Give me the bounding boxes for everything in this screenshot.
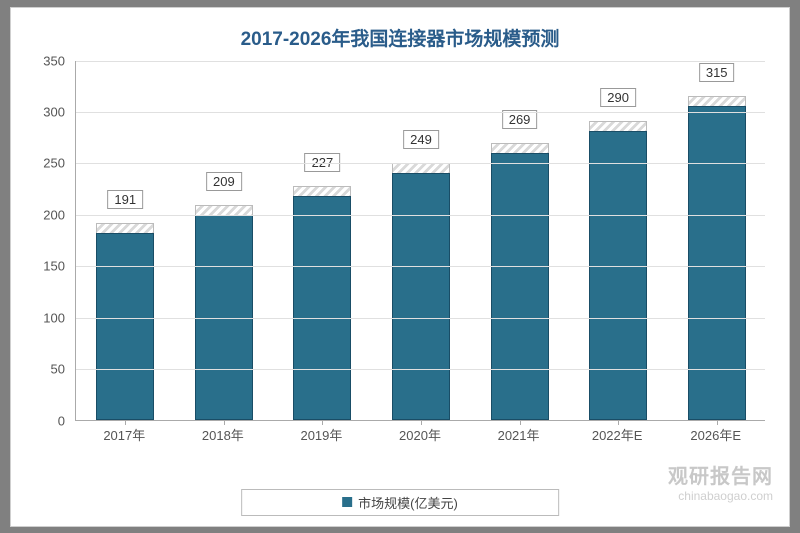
gridline <box>76 163 765 164</box>
y-tick: 0 <box>58 413 65 428</box>
gridline <box>76 112 765 113</box>
plot-area-wrap: 050100150200250300350 191209227249269290… <box>31 61 771 461</box>
x-label: 2017年 <box>103 425 145 444</box>
bar: 249 <box>392 163 450 419</box>
y-tick: 250 <box>43 156 65 171</box>
bar: 191 <box>96 223 154 419</box>
data-label: 290 <box>600 88 636 107</box>
legend-swatch <box>342 497 352 507</box>
gridline <box>76 61 765 62</box>
y-tick: 100 <box>43 310 65 325</box>
bars-container: 191 209 227 249 269 290 315 <box>76 61 765 420</box>
data-label: 191 <box>107 190 143 209</box>
x-label: 2020年 <box>399 425 441 444</box>
x-label: 2019年 <box>300 425 342 444</box>
x-label: 2022年E <box>592 425 643 444</box>
bar: 269 <box>491 143 549 420</box>
data-label: 209 <box>206 172 242 191</box>
gridline <box>76 318 765 319</box>
bar: 227 <box>293 186 351 419</box>
plot-area: 191 209 227 249 269 290 315 <box>75 61 765 421</box>
gridline <box>76 215 765 216</box>
watermark: 观研报告网 chinabaogao.com <box>668 465 773 503</box>
bar: 315 <box>688 96 746 420</box>
data-label: 315 <box>699 63 735 82</box>
x-label: 2018年 <box>202 425 244 444</box>
watermark-sub: chinabaogao.com <box>668 489 773 503</box>
x-axis: 2017年 2018年 2019年 2020年 2021年 2022年E 2026年E <box>75 425 765 445</box>
y-axis: 050100150200250300350 <box>31 61 71 421</box>
chart-card: 2017-2026年我国连接器市场规模预测 0 50 100 150 200 250 300… <box>10 7 790 527</box>
legend: 市场规模(亿美元) <box>241 489 559 516</box>
x-label: 2021年 <box>498 425 540 444</box>
y-tick: 50 <box>51 362 65 377</box>
chart-title: 2017-2026年我国连接器市场规模预测 <box>31 24 769 51</box>
y-tick: 200 <box>43 207 65 222</box>
legend-label: 市场规模(亿美元) <box>358 493 458 512</box>
y-tick: 350 <box>43 53 65 68</box>
gridline <box>76 266 765 267</box>
y-tick: 150 <box>43 259 65 274</box>
bar: 290 <box>589 121 647 419</box>
bar: 209 <box>195 205 253 420</box>
data-label: 249 <box>403 130 439 149</box>
y-tick: 300 <box>43 104 65 119</box>
gridline <box>76 369 765 370</box>
x-label: 2026年E <box>690 425 741 444</box>
watermark-main: 观研报告网 <box>668 465 773 489</box>
